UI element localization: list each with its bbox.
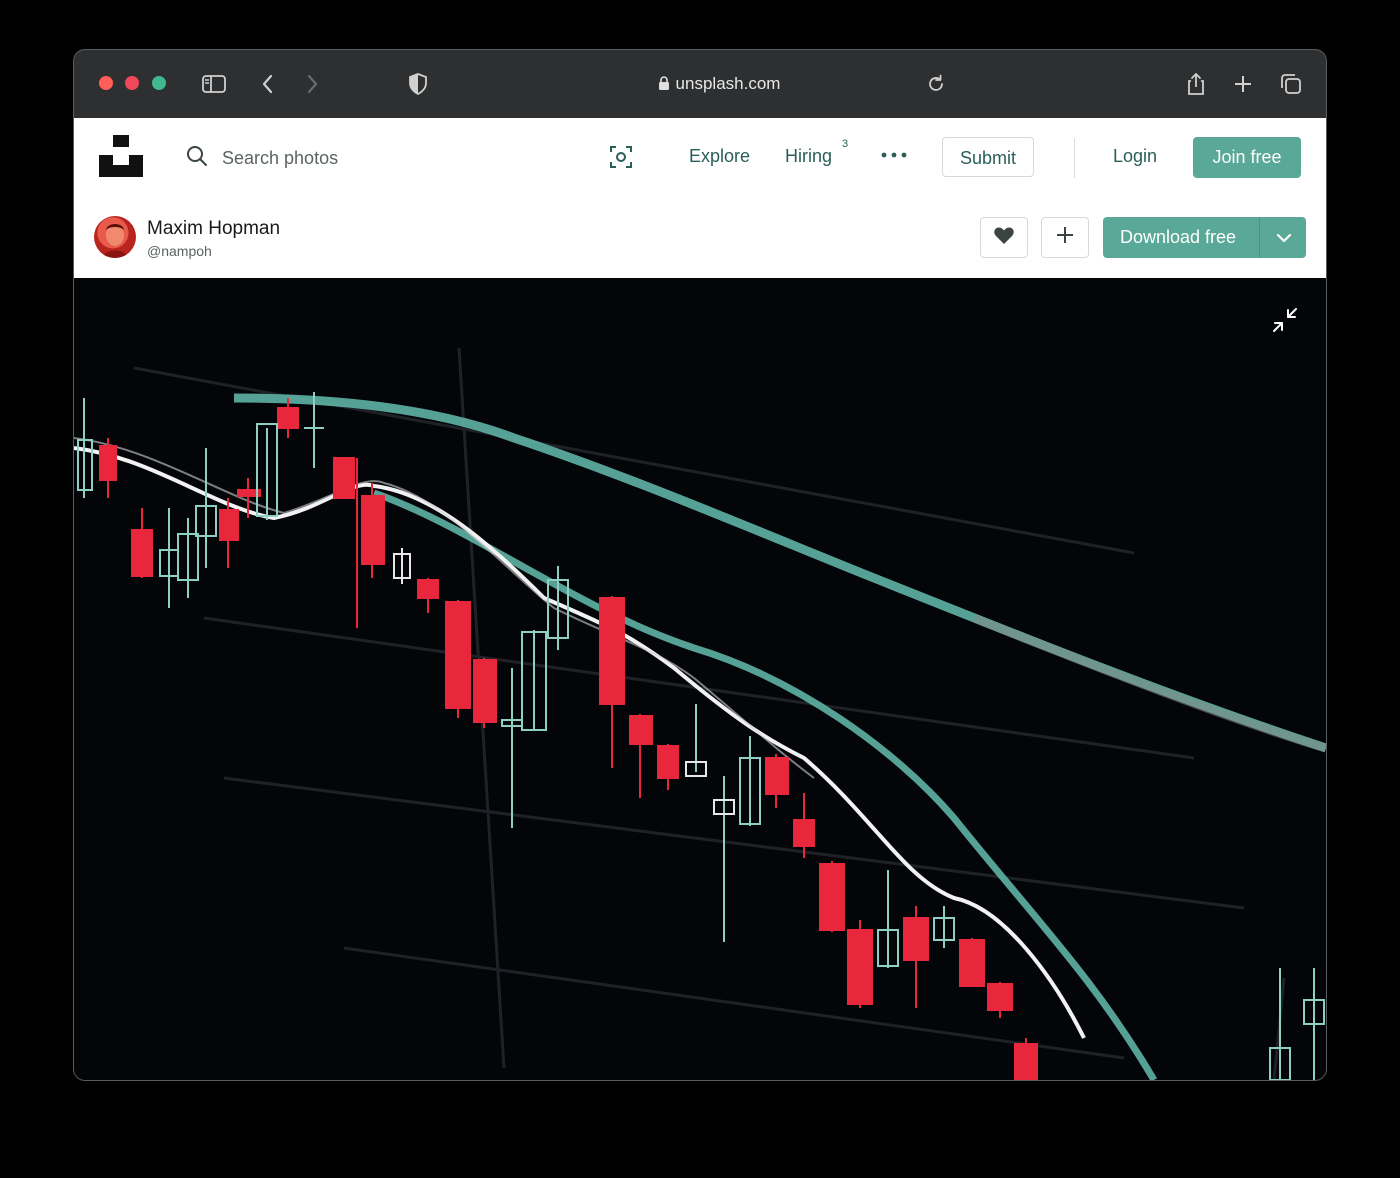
address-text: unsplash.com (675, 74, 781, 93)
sidebar-icon[interactable] (200, 70, 228, 98)
tabs-overview-icon[interactable] (1277, 70, 1305, 98)
search-icon (186, 145, 208, 172)
photo-image (74, 347, 1326, 1080)
avatar[interactable] (94, 216, 136, 258)
close-window-button[interactable] (99, 76, 113, 90)
author-name[interactable]: Maxim Hopman (147, 218, 281, 239)
new-tab-icon[interactable] (1229, 70, 1257, 98)
unsplash-logo[interactable] (99, 135, 143, 179)
login-link[interactable]: Login (1113, 146, 1158, 166)
address-bar[interactable]: unsplash.com (614, 70, 824, 98)
lock-icon (658, 72, 670, 100)
photo-candlestick-chart[interactable] (74, 278, 1326, 1080)
browser-window: unsplash.com Search photos Explore Hir (74, 50, 1326, 1080)
collapse-icon[interactable] (1271, 306, 1299, 334)
like-button[interactable] (980, 217, 1028, 258)
nav-hiring[interactable]: Hiring (785, 146, 833, 166)
search-input[interactable]: Search photos (222, 147, 339, 168)
site-navbar: Search photos Explore Hiring 3 Submit Lo… (74, 118, 1326, 198)
search-bar[interactable]: Search photos (186, 144, 338, 172)
download-split-divider (1259, 217, 1260, 258)
minimize-window-button[interactable] (125, 76, 139, 90)
nav-explore[interactable]: Explore (689, 146, 751, 166)
reload-icon[interactable] (922, 70, 950, 98)
chevron-down-icon[interactable] (1275, 229, 1293, 247)
join-free-button[interactable]: Join free (1193, 137, 1301, 178)
photo-header: Maxim Hopman @nampoh Download free (74, 198, 1326, 278)
shield-icon[interactable] (404, 70, 432, 98)
visual-search-icon[interactable] (608, 144, 634, 170)
author-handle[interactable]: @nampoh (147, 243, 212, 259)
browser-titlebar: unsplash.com (74, 50, 1326, 118)
submit-button[interactable]: Submit (942, 137, 1034, 177)
back-icon[interactable] (254, 70, 282, 98)
share-icon[interactable] (1182, 70, 1210, 98)
add-to-collection-button[interactable] (1041, 217, 1089, 258)
forward-icon[interactable] (298, 70, 326, 98)
more-icon[interactable] (880, 148, 908, 162)
nav-divider (1074, 138, 1075, 178)
download-label: Download free (1120, 227, 1237, 247)
heart-icon (993, 225, 1015, 250)
maximize-window-button[interactable] (152, 76, 166, 90)
download-button[interactable]: Download free (1103, 217, 1306, 258)
hiring-badge: 3 (842, 138, 849, 150)
plus-icon (1055, 225, 1075, 250)
